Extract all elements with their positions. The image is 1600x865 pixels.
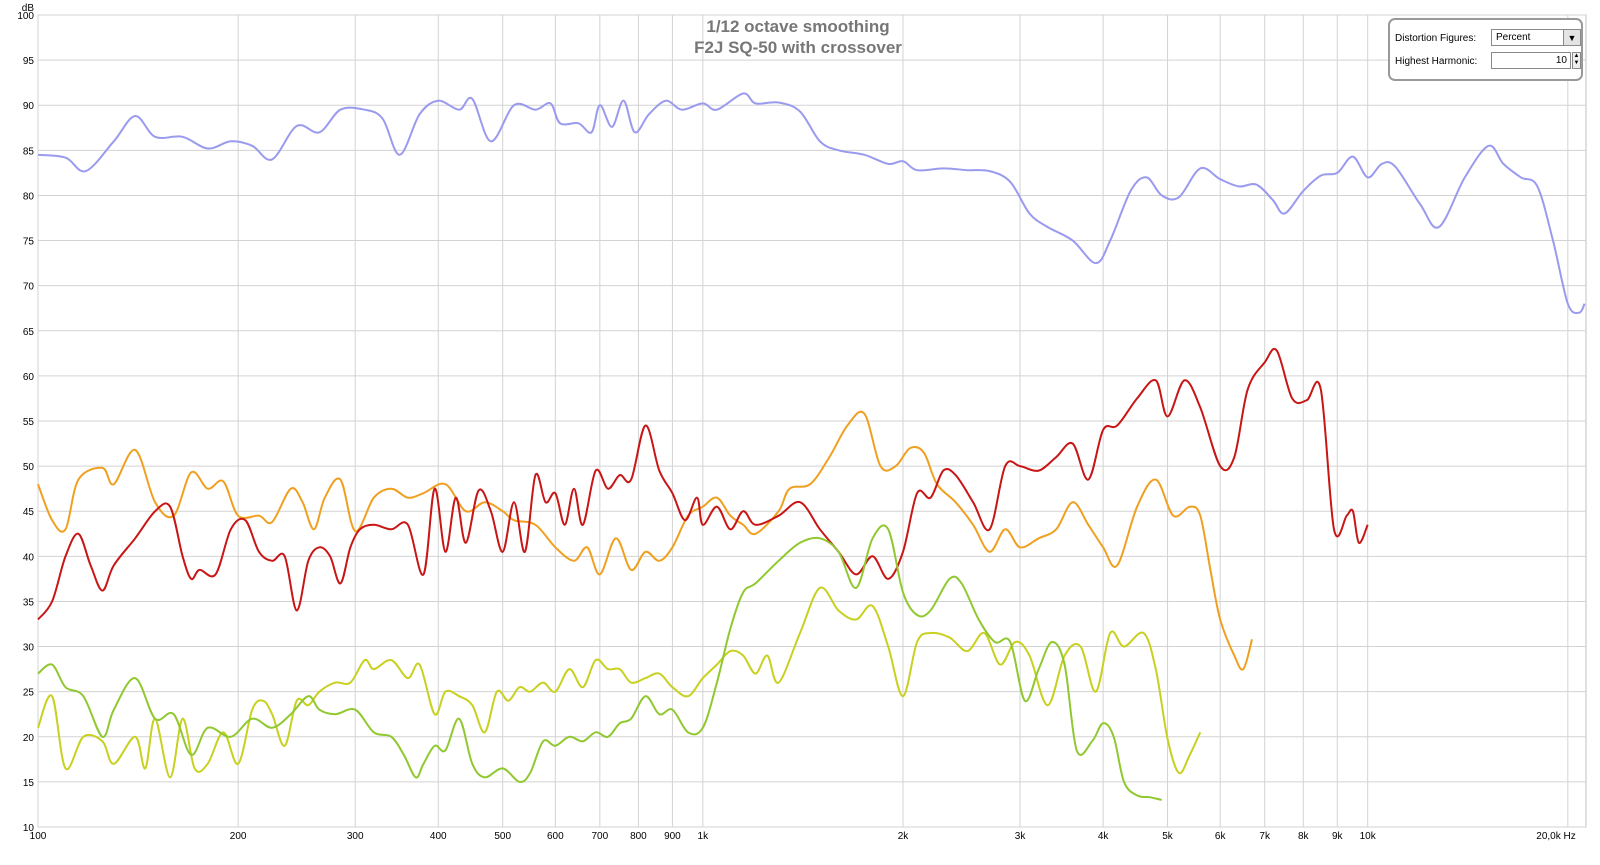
x-tick-label: 1k <box>698 831 710 842</box>
x-tick-label: 4k <box>1098 831 1110 842</box>
series-line-5 <box>37 524 1162 801</box>
y-tick-label: 70 <box>23 282 35 293</box>
series-line-3 <box>37 347 1369 621</box>
x-tick-label: 100 <box>30 831 47 842</box>
distortion-figures-value: Percent <box>1496 32 1531 43</box>
x-tick-label: 900 <box>664 831 681 842</box>
grid <box>37 14 1586 828</box>
y-axis-ticks: 10 15 20 25 30 35 40 45 50 55 60 65 70 75 80 85 90 95 100 <box>17 11 34 834</box>
x-tick-label: 7k <box>1259 831 1271 842</box>
y-axis-label: dB <box>22 3 35 14</box>
y-tick-label: 30 <box>23 643 35 654</box>
y-tick-label: 65 <box>23 327 35 338</box>
y-tick-label: 60 <box>23 372 35 383</box>
highest-harmonic-input[interactable]: 10 <box>1491 52 1571 69</box>
x-tick-label: 700 <box>592 831 609 842</box>
x-tick-label: 600 <box>547 831 564 842</box>
x-tick-label: 8k <box>1298 831 1310 842</box>
y-tick-label: 40 <box>23 552 35 563</box>
x-tick-label: 400 <box>430 831 447 842</box>
y-tick-label: 90 <box>23 101 35 112</box>
y-tick-label: 85 <box>23 146 35 157</box>
x-axis-ticks: 100 200 300 400 500 600 700 800 900 1k 2k 3k 4k 5k 6k 7… <box>30 831 1576 842</box>
x-tick-label: 800 <box>630 831 647 842</box>
y-tick-label: 100 <box>17 11 34 22</box>
y-tick-label: 10 <box>23 823 35 834</box>
spinner-arrows-icon[interactable]: ▲ ▼ <box>1572 52 1581 69</box>
x-tick-label: 2k <box>898 831 910 842</box>
x-tick-label: 20,0k Hz <box>1536 831 1575 842</box>
highest-harmonic-label: Highest Harmonic: <box>1395 55 1478 67</box>
distortion-figures-row: Distortion Figures: Percent ▼ <box>1395 29 1581 47</box>
y-tick-label: 55 <box>23 417 35 428</box>
y-tick-label: 25 <box>23 688 35 699</box>
series-line-1 <box>37 92 1586 315</box>
x-tick-label: 9k <box>1332 831 1344 842</box>
y-tick-label: 95 <box>23 56 35 67</box>
y-tick-label: 20 <box>23 733 35 744</box>
y-tick-label: 35 <box>23 597 35 608</box>
y-tick-label: 50 <box>23 462 35 473</box>
highest-harmonic-row: Highest Harmonic: 10 ▲ ▼ <box>1395 52 1581 70</box>
y-tick-label: 75 <box>23 237 35 248</box>
chevron-down-icon[interactable]: ▼ <box>1563 30 1580 45</box>
distortion-figures-select[interactable]: Percent ▼ <box>1491 29 1581 46</box>
x-tick-label: 300 <box>347 831 364 842</box>
distortion-figures-label: Distortion Figures: <box>1395 32 1477 44</box>
x-tick-label: 6k <box>1215 831 1227 842</box>
series-group <box>37 92 1586 801</box>
settings-panel: Distortion Figures: Percent ▼ Highest Ha… <box>1388 18 1583 81</box>
x-tick-label: 3k <box>1015 831 1027 842</box>
y-tick-label: 80 <box>23 191 35 202</box>
x-tick-label: 5k <box>1162 831 1174 842</box>
chart-title-line-2: F2J SQ-50 with crossover <box>694 38 902 57</box>
x-tick-label: 200 <box>230 831 247 842</box>
y-tick-label: 45 <box>23 507 35 518</box>
x-tick-label: 10k <box>1360 831 1377 842</box>
series-line-2 <box>37 410 1253 671</box>
y-tick-label: 15 <box>23 778 35 789</box>
series-line-4 <box>37 586 1202 779</box>
x-tick-label: 500 <box>494 831 511 842</box>
chart-title-line-1: 1/12 octave smoothing <box>706 17 889 36</box>
